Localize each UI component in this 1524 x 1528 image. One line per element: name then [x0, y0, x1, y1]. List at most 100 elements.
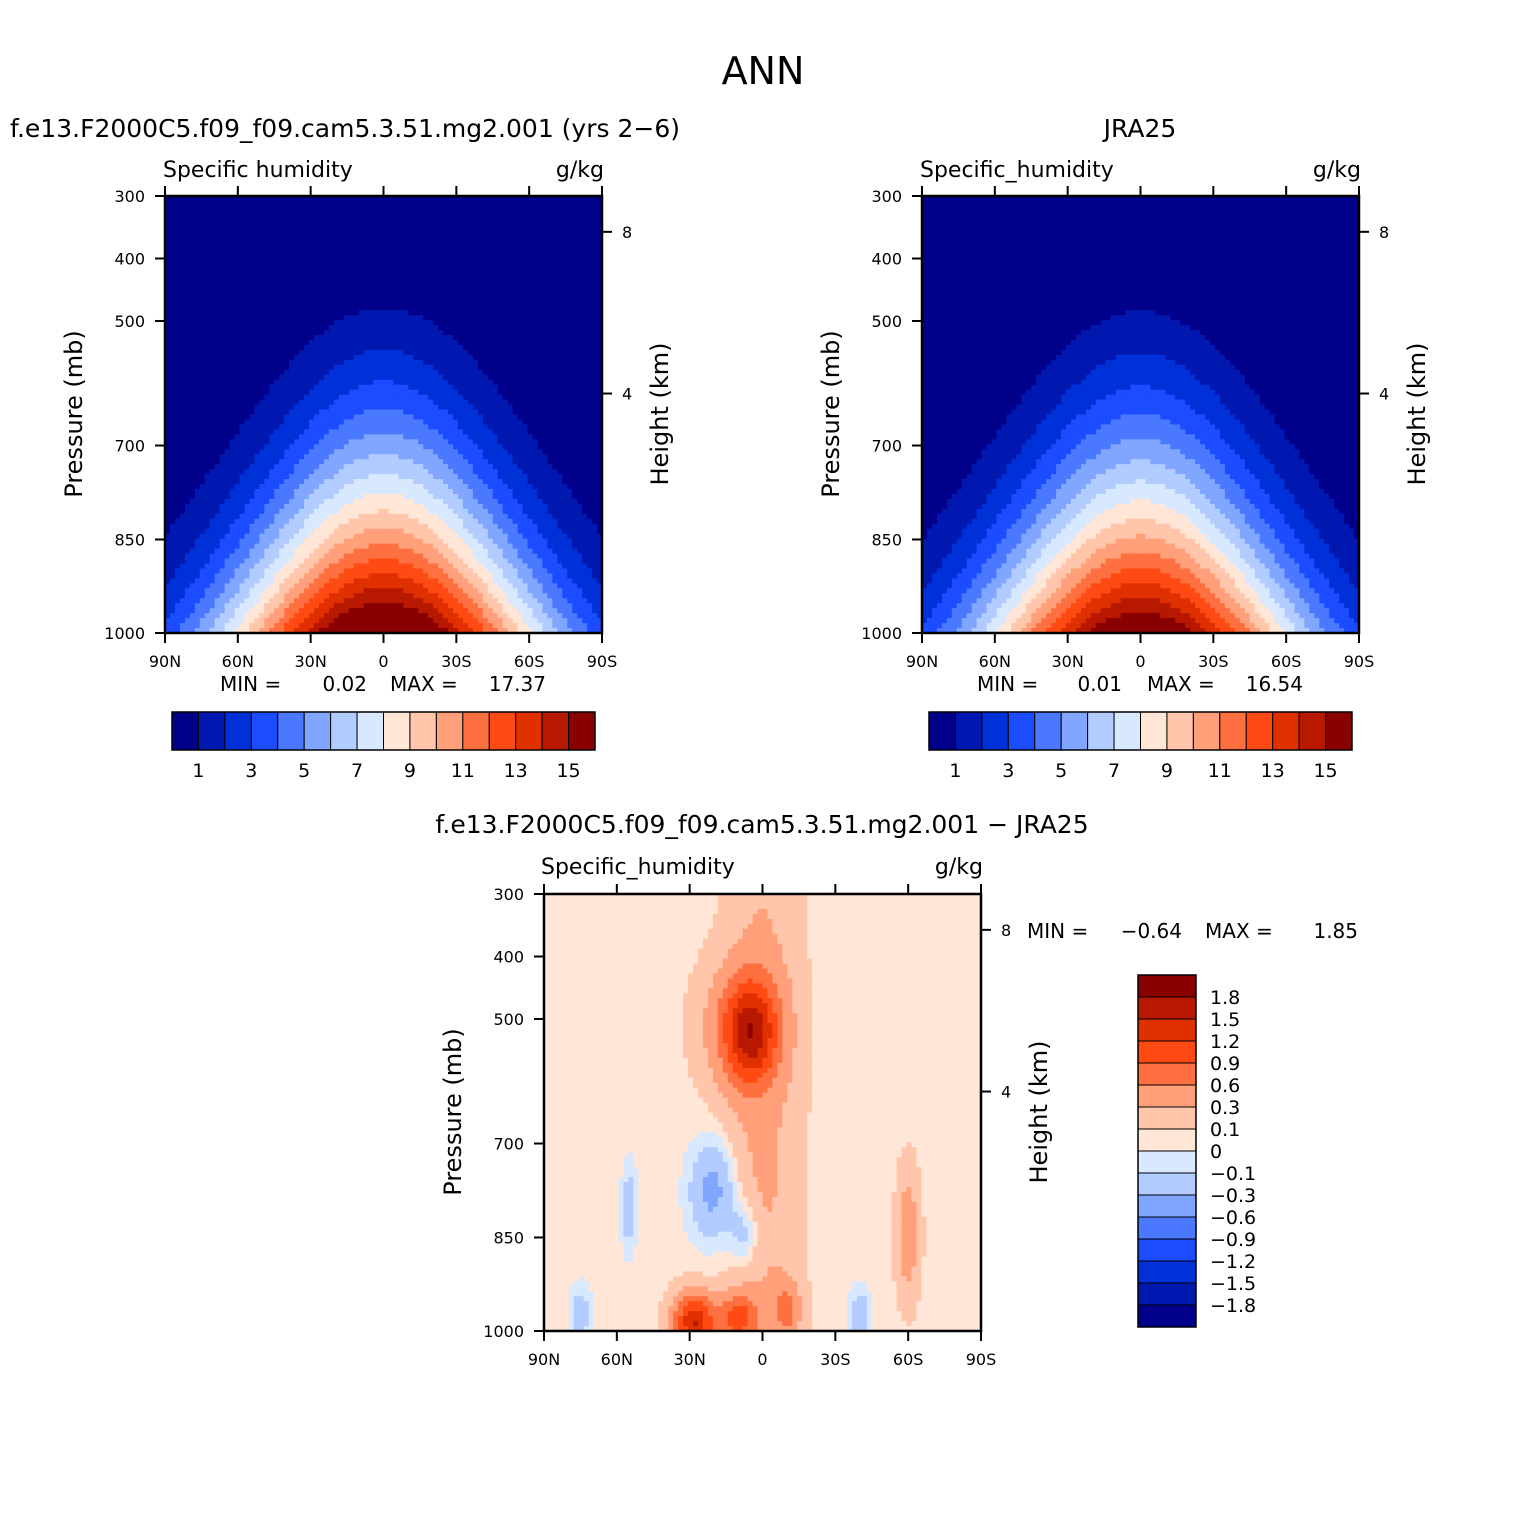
field-cell — [388, 429, 394, 435]
field-cell — [567, 290, 573, 296]
field-cell — [344, 211, 350, 217]
field-cell — [259, 335, 265, 341]
field-cell — [210, 340, 216, 346]
field-cell — [314, 400, 320, 406]
field-cell — [448, 419, 454, 425]
field-cell — [259, 241, 265, 247]
field-cell — [284, 370, 290, 376]
field-cell — [567, 335, 573, 341]
field-cell — [329, 355, 335, 361]
field-cell — [537, 345, 543, 351]
field-cell — [230, 226, 236, 232]
field-cell — [175, 400, 181, 406]
field-cell — [433, 320, 439, 326]
field-cell — [205, 459, 211, 465]
field-cell — [190, 439, 196, 445]
field-cell — [379, 424, 385, 430]
field-cell — [324, 270, 330, 276]
field-cell — [493, 350, 499, 356]
field-cell — [175, 385, 181, 391]
field-cell — [319, 270, 325, 276]
field-cell — [175, 300, 181, 306]
field-cell — [458, 355, 464, 361]
field-cell — [587, 439, 593, 445]
field-cell — [513, 375, 519, 381]
field-cell — [433, 419, 439, 425]
field-cell — [359, 330, 365, 336]
field-cell — [508, 395, 514, 401]
field-cell — [259, 226, 265, 232]
field-cell — [309, 251, 315, 257]
field-cell — [239, 295, 245, 301]
field-cell — [582, 320, 588, 326]
field-cell — [562, 424, 568, 430]
field-cell — [304, 380, 310, 386]
field-cell — [433, 256, 439, 262]
field-cell — [274, 251, 280, 257]
field-cell — [418, 270, 424, 276]
field-cell — [195, 439, 201, 445]
field-cell — [379, 305, 385, 311]
field-cell — [528, 355, 534, 361]
field-cell — [592, 355, 598, 361]
field-cell — [577, 340, 583, 346]
field-cell — [592, 315, 598, 321]
field-cell — [185, 385, 191, 391]
field-cell — [443, 434, 449, 440]
field-cell — [478, 390, 484, 396]
field-cell — [369, 370, 375, 376]
field-cell — [344, 231, 350, 237]
field-cell — [235, 340, 241, 346]
field-cell — [220, 325, 226, 331]
field-cell — [508, 201, 514, 207]
field-cell — [225, 419, 231, 425]
field-cell — [503, 330, 509, 336]
field-cell — [210, 310, 216, 316]
field-cell — [200, 206, 206, 212]
field-cell — [210, 251, 216, 257]
field-cell — [230, 305, 236, 311]
field-cell — [403, 375, 409, 381]
field-cell — [264, 285, 270, 291]
field-cell — [592, 206, 598, 212]
field-cell — [552, 266, 558, 272]
field-cell — [364, 365, 370, 371]
field-cell — [398, 424, 404, 430]
field-cell — [170, 261, 176, 267]
field-cell — [403, 300, 409, 306]
field-cell — [428, 459, 434, 465]
field-cell — [547, 251, 553, 257]
field-cell — [324, 231, 330, 237]
field-cell — [359, 380, 365, 386]
field-cell — [175, 201, 181, 207]
field-cell — [249, 385, 255, 391]
field-cell — [453, 390, 459, 396]
field-cell — [319, 380, 325, 386]
field-cell — [264, 375, 270, 381]
field-cell — [329, 221, 335, 227]
field-cell — [205, 221, 211, 227]
field-cell — [493, 211, 499, 217]
field-cell — [329, 335, 335, 341]
field-cell — [254, 375, 260, 381]
field-cell — [344, 355, 350, 361]
field-cell — [493, 429, 499, 435]
field-cell — [423, 365, 429, 371]
field-cell — [443, 380, 449, 386]
field-cell — [488, 350, 494, 356]
field-cell — [349, 310, 355, 316]
field-cell — [448, 454, 454, 460]
field-cell — [344, 429, 350, 435]
field-cell — [448, 241, 454, 247]
field-cell — [493, 454, 499, 460]
field-cell — [289, 226, 295, 232]
field-cell — [225, 201, 231, 207]
field-cell — [284, 315, 290, 321]
field-cell — [279, 439, 285, 445]
field-cell — [557, 360, 563, 366]
field-cell — [200, 444, 206, 450]
field-cell — [513, 285, 519, 291]
field-cell — [488, 315, 494, 321]
field-cell — [309, 385, 315, 391]
field-cell — [592, 405, 598, 411]
